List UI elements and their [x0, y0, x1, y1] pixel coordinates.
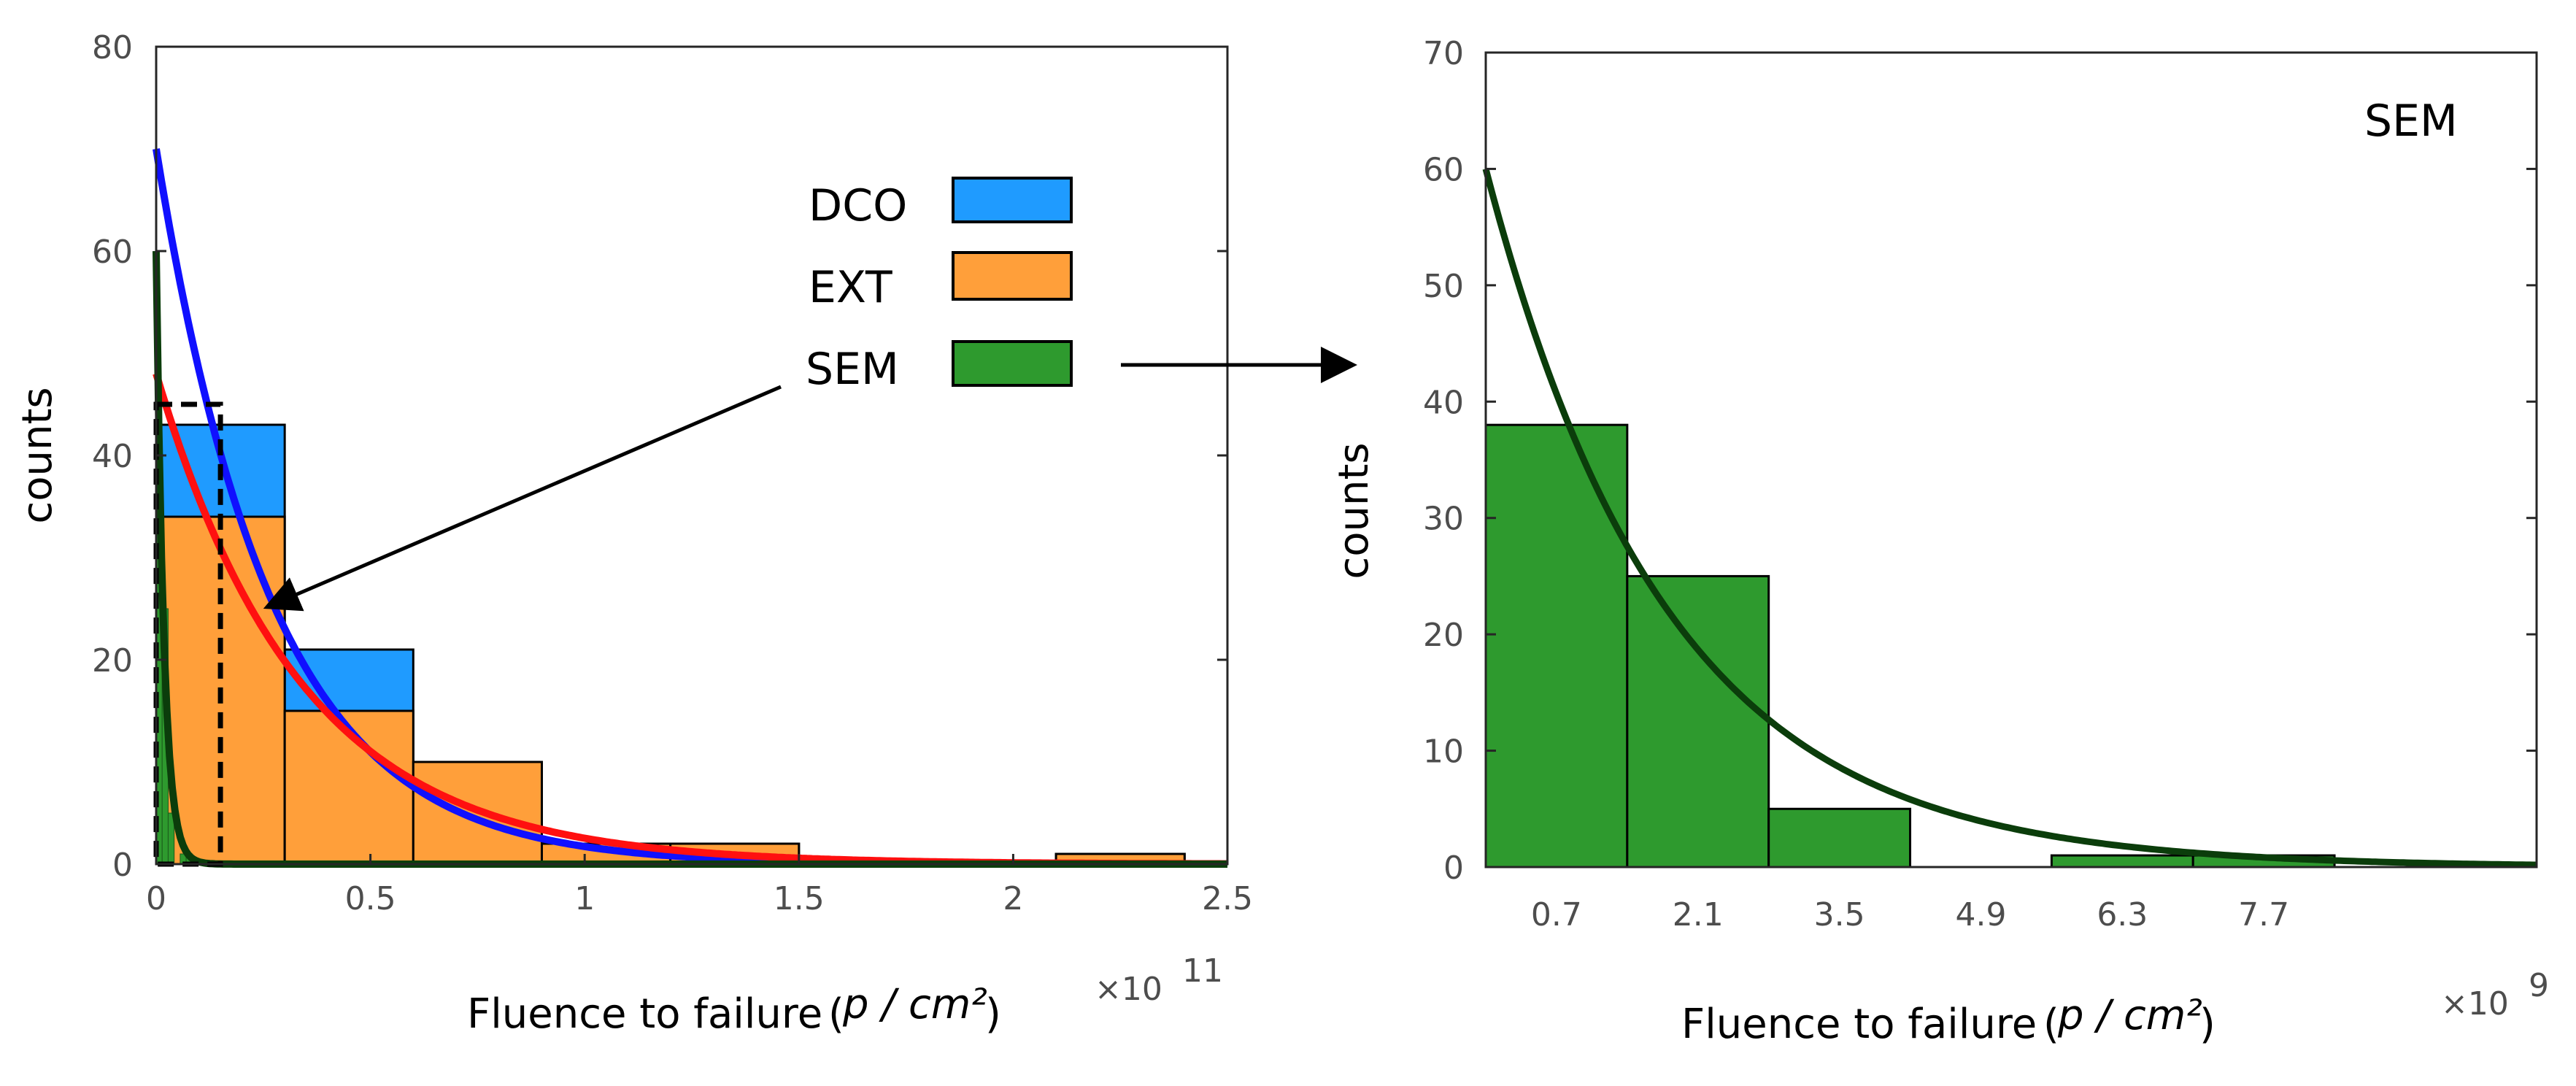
right-y-tick-label: 30: [1423, 501, 1464, 538]
right-x-tick-label: 3.5: [1814, 896, 1865, 933]
right-y-tick-label: 60: [1423, 151, 1464, 188]
right-x-tick-label: 4.9: [1955, 896, 2006, 933]
left-x-multiplier-base: ×10: [1095, 971, 1162, 1008]
right-bar-1: [1626, 574, 1770, 869]
legend-dco-swatch: [952, 177, 1073, 223]
legend: DCO EXT SEM: [806, 177, 1073, 395]
left-x-axis-units-paren-close: ): [985, 990, 1001, 1038]
right-bar-0: [1484, 423, 1629, 869]
left-x-multiplier: ×10 11: [1095, 952, 1223, 1008]
right-y-tick-label: 40: [1423, 384, 1464, 421]
right-x-axis-units-paren-open: (: [2043, 1001, 2059, 1048]
left-x-axis-label: Fluence to failure ( p / cm² ): [467, 981, 1001, 1038]
right-y-tick-label: 0: [1443, 850, 1464, 887]
right-y-tick-label: 20: [1423, 617, 1464, 654]
left-y-tick-label: 0: [112, 847, 133, 884]
left-y-tick-label: 80: [92, 29, 133, 66]
annotation-arrow-to-sem-bars: [263, 385, 782, 612]
left-x-axis-units-paren-open: (: [828, 990, 844, 1038]
legend-ext-swatch: [952, 251, 1073, 301]
left-x-tick-label: 0: [146, 880, 166, 917]
left-x-tick-label: 2: [1003, 880, 1023, 917]
right-x-multiplier: ×10 9: [2441, 967, 2549, 1023]
left-axis-ticks: 0 0.5 1 1.5 2 2.5 0 20 40 60 80: [92, 29, 1253, 917]
right-x-multiplier-base: ×10: [2441, 985, 2509, 1023]
right-histogram-chart: 0.7 2.1 3.5 4.9 6.3 7.7 0 10 20 30 40 50 60 70 SEM co…: [1330, 35, 2549, 1048]
right-y-tick-label: 70: [1423, 35, 1464, 72]
right-y-axis-label: counts: [1330, 442, 1378, 579]
right-y-tick-label: 10: [1423, 733, 1464, 771]
right-x-axis-units: p / cm²: [2057, 992, 2202, 1039]
legend-dco-label: DCO: [809, 180, 907, 231]
right-x-tick-label: 2.1: [1673, 896, 1724, 933]
left-y-axis-label: counts: [14, 387, 61, 523]
left-y-tick-label: 60: [92, 234, 133, 271]
left-x-tick-label: 2.5: [1202, 880, 1253, 917]
right-plot-frame: [1484, 51, 2538, 869]
right-panel-title: SEM: [2364, 96, 2458, 147]
right-bar-4: [2050, 854, 2194, 869]
right-x-tick-label: 7.7: [2238, 896, 2289, 933]
right-x-multiplier-exp: 9: [2529, 967, 2549, 1004]
left-x-tick-label: 1: [574, 880, 595, 917]
left-x-tick-label: 1.5: [774, 880, 825, 917]
right-fit-curve-path: [1482, 168, 2537, 869]
left-x-axis-label-text: Fluence to failure: [467, 990, 822, 1038]
right-x-tick-label: 6.3: [2097, 896, 2148, 933]
right-x-axis-label: Fluence to failure ( p / cm² ): [1681, 992, 2216, 1048]
left-bars-group: [155, 423, 1186, 866]
left-x-tick-label: 0.5: [345, 880, 396, 917]
legend-ext-label: EXT: [809, 262, 892, 313]
right-x-tick-label: 0.7: [1531, 896, 1582, 933]
left-histogram-chart: 0 0.5 1 1.5 2 2.5 0 20 40 60 80 counts Fluence to …: [14, 29, 1357, 1038]
right-fit-curve: [1482, 168, 2537, 869]
left-x-multiplier-exp: 11: [1182, 952, 1223, 990]
right-bar-2: [1767, 807, 1912, 869]
left-y-tick-label: 20: [92, 642, 133, 679]
right-x-axis-label-text: Fluence to failure: [1681, 1001, 2037, 1048]
right-y-tick-label: 50: [1423, 268, 1464, 305]
right-x-axis-units-paren-close: ): [2199, 1001, 2216, 1048]
left-x-axis-units: p / cm²: [842, 981, 987, 1028]
legend-sem-swatch: [952, 340, 1073, 387]
legend-sem-label: SEM: [806, 344, 899, 395]
right-bars-group: [1484, 423, 2336, 869]
left-y-tick-label: 40: [92, 438, 133, 475]
right-axis-ticks: 0.7 2.1 3.5 4.9 6.3 7.7 0 10 20 30 40 50 60 70: [1423, 35, 2537, 933]
